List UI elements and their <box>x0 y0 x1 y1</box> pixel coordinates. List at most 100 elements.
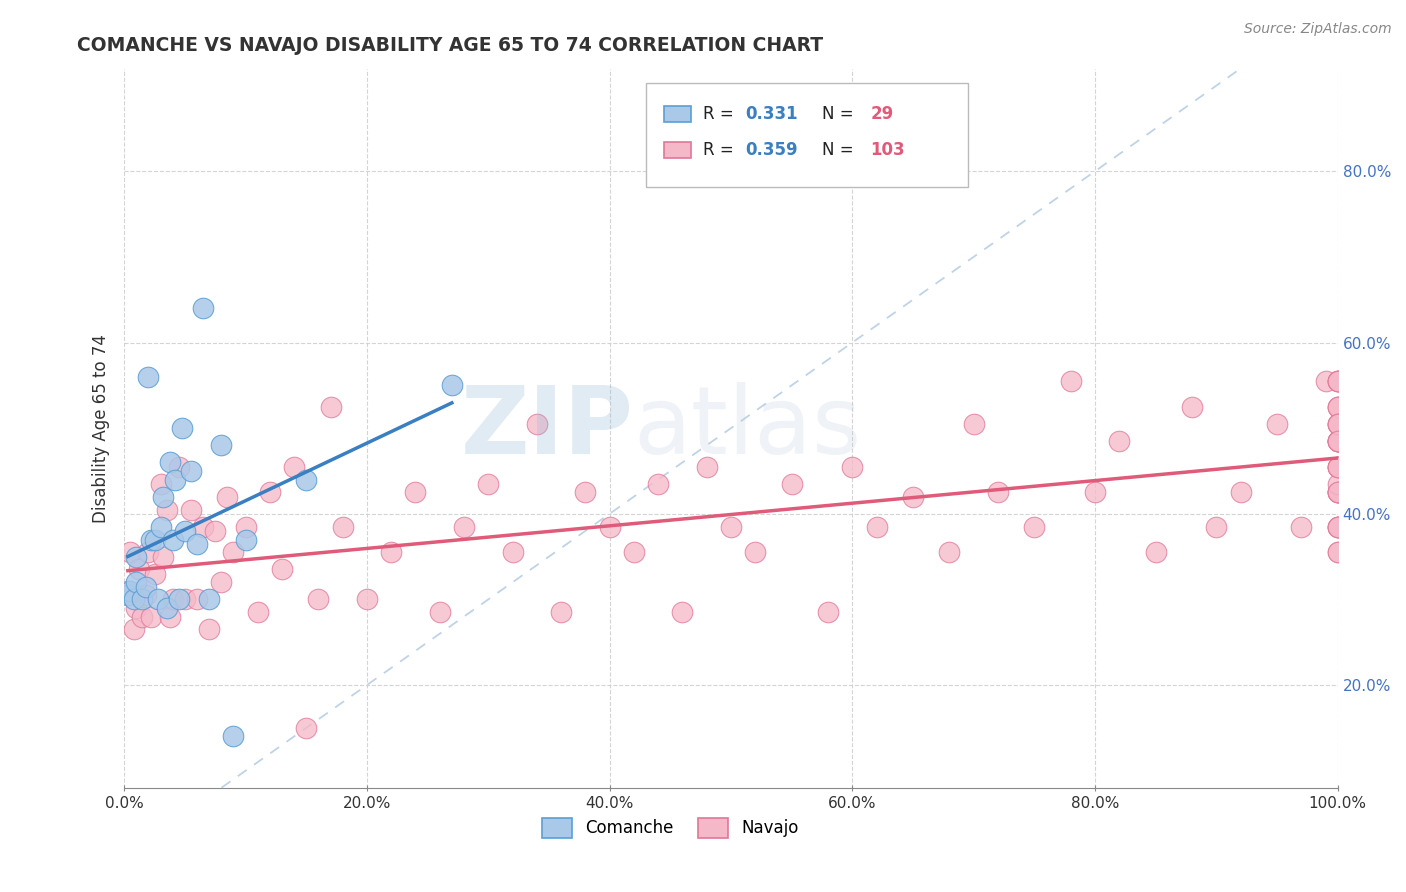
Point <box>122 592 145 607</box>
Point <box>987 485 1010 500</box>
Text: R =: R = <box>703 141 740 159</box>
Point <box>307 592 329 607</box>
Point <box>453 519 475 533</box>
Point <box>647 476 669 491</box>
Point <box>1108 434 1130 448</box>
Point <box>1326 519 1348 533</box>
FancyBboxPatch shape <box>645 83 967 187</box>
Point <box>198 592 221 607</box>
Point <box>222 730 245 744</box>
Point <box>1326 485 1348 500</box>
Text: 103: 103 <box>870 141 905 159</box>
Point <box>209 575 232 590</box>
Point <box>1326 545 1348 559</box>
Point <box>1205 519 1227 533</box>
Point <box>1326 485 1348 500</box>
Point <box>1326 434 1348 448</box>
Point <box>1326 400 1348 414</box>
Point <box>235 519 257 533</box>
Point <box>1326 485 1348 500</box>
Point <box>162 592 184 607</box>
Point <box>1326 434 1348 448</box>
Point <box>1326 459 1348 474</box>
Point <box>295 473 318 487</box>
Point <box>186 592 208 607</box>
Point <box>1326 485 1348 500</box>
Point <box>156 502 179 516</box>
Text: ZIP: ZIP <box>461 382 634 475</box>
Point <box>332 519 354 533</box>
Point <box>440 378 463 392</box>
Point <box>1326 434 1348 448</box>
Point <box>1326 400 1348 414</box>
Point <box>138 545 160 559</box>
Point <box>209 438 232 452</box>
Point <box>143 533 166 547</box>
Point <box>1024 519 1046 533</box>
Point <box>131 592 153 607</box>
Point <box>526 417 548 431</box>
Point <box>125 549 148 564</box>
Point <box>235 533 257 547</box>
FancyBboxPatch shape <box>664 106 690 121</box>
Point <box>162 533 184 547</box>
Text: COMANCHE VS NAVAJO DISABILITY AGE 65 TO 74 CORRELATION CHART: COMANCHE VS NAVAJO DISABILITY AGE 65 TO … <box>77 36 824 54</box>
Point <box>1326 374 1348 388</box>
Point <box>1265 417 1288 431</box>
Point <box>1326 476 1348 491</box>
Text: atlas: atlas <box>634 382 862 475</box>
Point <box>962 417 984 431</box>
Point <box>1326 459 1348 474</box>
Point <box>1181 400 1204 414</box>
Legend: Comanche, Navajo: Comanche, Navajo <box>534 812 806 844</box>
Point <box>1326 400 1348 414</box>
Point <box>125 575 148 590</box>
Point <box>1326 519 1348 533</box>
Point <box>138 369 160 384</box>
Point <box>180 502 202 516</box>
Point <box>120 545 142 559</box>
Text: 0.359: 0.359 <box>745 141 799 159</box>
Point <box>165 473 187 487</box>
Point <box>696 459 718 474</box>
Point <box>1326 374 1348 388</box>
Point <box>623 545 645 559</box>
Point <box>356 592 378 607</box>
Point <box>550 605 572 619</box>
Point <box>149 476 172 491</box>
Text: R =: R = <box>703 105 740 123</box>
Text: N =: N = <box>823 105 859 123</box>
Point <box>152 490 174 504</box>
Point <box>167 592 190 607</box>
Point <box>1326 374 1348 388</box>
Point <box>122 623 145 637</box>
Point <box>191 519 214 533</box>
Text: Source: ZipAtlas.com: Source: ZipAtlas.com <box>1244 22 1392 37</box>
Point <box>1326 519 1348 533</box>
Point <box>246 605 269 619</box>
Point <box>117 583 139 598</box>
Point <box>404 485 426 500</box>
Point <box>865 519 887 533</box>
Point <box>172 421 194 435</box>
Point <box>1326 417 1348 431</box>
Point <box>1326 545 1348 559</box>
Point <box>186 537 208 551</box>
Point <box>117 588 139 602</box>
Point <box>1326 434 1348 448</box>
Point <box>574 485 596 500</box>
Point <box>1315 374 1337 388</box>
Point <box>502 545 524 559</box>
Point <box>283 459 305 474</box>
Y-axis label: Disability Age 65 to 74: Disability Age 65 to 74 <box>93 334 110 523</box>
Text: N =: N = <box>823 141 859 159</box>
Point <box>198 623 221 637</box>
Point <box>477 476 499 491</box>
Point <box>1326 485 1348 500</box>
Point <box>149 519 172 533</box>
Point <box>174 592 197 607</box>
Text: 29: 29 <box>870 105 894 123</box>
Point <box>125 601 148 615</box>
Point <box>135 580 157 594</box>
Point <box>720 519 742 533</box>
